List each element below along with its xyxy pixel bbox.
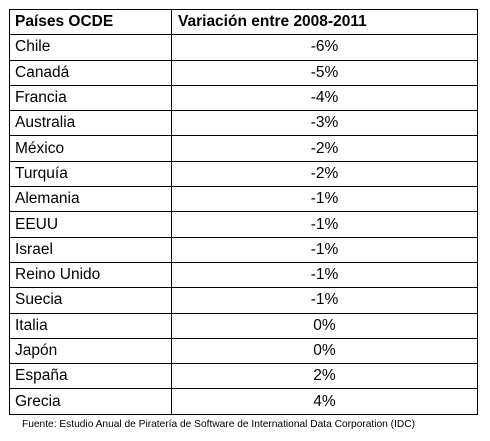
country-cell: Canadá <box>9 59 172 86</box>
country-cell: Grecia <box>9 388 172 415</box>
country-cell: Japón <box>9 337 172 365</box>
variation-cell: -1% <box>171 287 478 314</box>
country-cell: Italia <box>9 312 172 339</box>
variation-cell: -1% <box>171 186 478 213</box>
country-cell: Australia <box>9 110 172 137</box>
country-cell: Reino Unido <box>9 261 172 289</box>
table-row: Australia -3% <box>9 110 478 137</box>
variation-cell: -1% <box>171 236 478 263</box>
country-cell: México <box>9 135 172 162</box>
variation-cell: -2% <box>171 135 478 162</box>
variation-cell: -3% <box>171 110 478 137</box>
country-cell: Turquía <box>9 160 172 188</box>
column-header-country: Países OCDE <box>9 8 172 36</box>
variation-cell: 4% <box>171 388 478 415</box>
table-row: España 2% <box>9 363 478 390</box>
table-row: Francia -4% <box>9 84 478 112</box>
source-note: Fuente: Estudio Anual de Piratería de So… <box>22 419 416 430</box>
data-table-container: Países OCDE Variación entre 2008-2011 Ch… <box>9 8 478 415</box>
table-row: Turquía -2% <box>9 160 478 188</box>
variation-cell: -1% <box>171 261 478 289</box>
country-cell: EEUU <box>9 211 172 238</box>
table-row: Japón 0% <box>9 337 478 365</box>
variation-cell: 0% <box>171 312 478 339</box>
country-cell: Suecia <box>9 287 172 314</box>
country-cell: Francia <box>9 84 172 112</box>
variation-cell: -1% <box>171 211 478 238</box>
country-cell: Alemania <box>9 186 172 213</box>
country-cell: Chile <box>9 34 172 61</box>
table-row: Reino Unido -1% <box>9 261 478 289</box>
table-body: Chile -6% Canadá -5% Francia -4% Australia -3% M… <box>9 34 478 415</box>
table-row: Italia 0% <box>9 312 478 339</box>
country-cell: Israel <box>9 236 172 263</box>
table-row: Chile -6% <box>9 34 478 61</box>
column-header-variation: Variación entre 2008-2011 <box>171 8 478 36</box>
table-row: Suecia -1% <box>9 287 478 314</box>
variation-cell: -5% <box>171 59 478 86</box>
data-table: Países OCDE Variación entre 2008-2011 Ch… <box>9 8 478 415</box>
table-row: México -2% <box>9 135 478 162</box>
table-header-row: Países OCDE Variación entre 2008-2011 <box>9 8 478 36</box>
variation-cell: 0% <box>171 337 478 365</box>
variation-cell: -2% <box>171 160 478 188</box>
table-row: Israel -1% <box>9 236 478 263</box>
country-cell: España <box>9 363 172 390</box>
variation-cell: -4% <box>171 84 478 112</box>
variation-cell: -6% <box>171 34 478 61</box>
table-row: Grecia 4% <box>9 388 478 415</box>
table-row: EEUU -1% <box>9 211 478 238</box>
table-row: Canadá -5% <box>9 59 478 86</box>
variation-cell: 2% <box>171 363 478 390</box>
table-row: Alemania -1% <box>9 186 478 213</box>
